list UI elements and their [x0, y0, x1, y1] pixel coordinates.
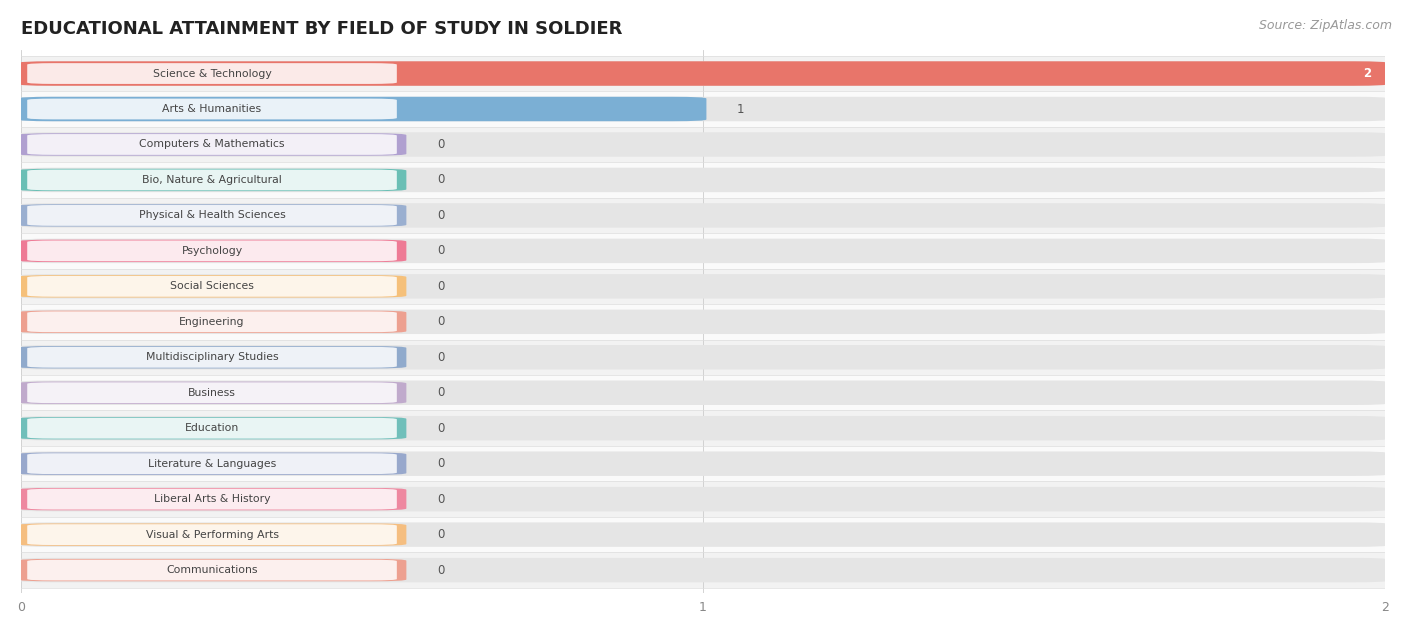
Text: 0: 0 [437, 244, 444, 257]
FancyBboxPatch shape [18, 452, 406, 475]
FancyBboxPatch shape [27, 312, 396, 332]
Text: Multidisciplinary Studies: Multidisciplinary Studies [146, 352, 278, 362]
FancyBboxPatch shape [18, 310, 1388, 334]
FancyBboxPatch shape [27, 453, 396, 474]
Bar [21, 481, 1385, 517]
Text: 0: 0 [437, 138, 444, 151]
FancyBboxPatch shape [27, 276, 396, 297]
FancyBboxPatch shape [18, 345, 1388, 370]
Text: Communications: Communications [166, 565, 257, 575]
Text: Education: Education [186, 423, 239, 433]
FancyBboxPatch shape [27, 205, 396, 226]
FancyBboxPatch shape [27, 560, 396, 581]
Text: Social Sciences: Social Sciences [170, 281, 254, 292]
FancyBboxPatch shape [27, 98, 396, 119]
Text: 0: 0 [437, 563, 444, 577]
FancyBboxPatch shape [18, 559, 406, 581]
Bar [21, 552, 1385, 588]
Text: Liberal Arts & History: Liberal Arts & History [153, 494, 270, 504]
Bar [21, 375, 1385, 411]
Bar [21, 91, 1385, 127]
FancyBboxPatch shape [18, 168, 1388, 192]
Text: 1: 1 [737, 102, 745, 115]
FancyBboxPatch shape [18, 203, 1388, 228]
FancyBboxPatch shape [18, 168, 406, 191]
FancyBboxPatch shape [18, 274, 1388, 298]
Bar [21, 339, 1385, 375]
Text: Psychology: Psychology [181, 246, 243, 256]
FancyBboxPatch shape [18, 522, 1388, 547]
Text: Arts & Humanities: Arts & Humanities [163, 104, 262, 114]
Text: Source: ZipAtlas.com: Source: ZipAtlas.com [1258, 19, 1392, 32]
Bar [21, 446, 1385, 481]
FancyBboxPatch shape [27, 240, 396, 261]
Text: Engineering: Engineering [180, 317, 245, 327]
Text: 0: 0 [437, 528, 444, 541]
FancyBboxPatch shape [27, 524, 396, 545]
Text: Literature & Languages: Literature & Languages [148, 459, 276, 469]
FancyBboxPatch shape [18, 417, 406, 439]
FancyBboxPatch shape [18, 62, 406, 85]
FancyBboxPatch shape [27, 134, 396, 155]
Text: Business: Business [188, 387, 236, 398]
FancyBboxPatch shape [18, 487, 1388, 511]
Text: 0: 0 [437, 422, 444, 435]
Bar [21, 269, 1385, 304]
FancyBboxPatch shape [18, 310, 406, 333]
Text: 0: 0 [437, 174, 444, 186]
Text: 2: 2 [1364, 67, 1371, 80]
FancyBboxPatch shape [27, 63, 396, 84]
FancyBboxPatch shape [27, 170, 396, 191]
Text: 0: 0 [437, 386, 444, 399]
Text: Physical & Health Sciences: Physical & Health Sciences [139, 210, 285, 220]
FancyBboxPatch shape [18, 97, 706, 121]
FancyBboxPatch shape [27, 418, 396, 439]
FancyBboxPatch shape [18, 524, 406, 546]
Text: 0: 0 [437, 209, 444, 222]
FancyBboxPatch shape [18, 61, 1388, 86]
FancyBboxPatch shape [18, 558, 1388, 582]
Text: EDUCATIONAL ATTAINMENT BY FIELD OF STUDY IN SOLDIER: EDUCATIONAL ATTAINMENT BY FIELD OF STUDY… [21, 20, 623, 38]
Text: 0: 0 [437, 316, 444, 328]
Text: 0: 0 [437, 493, 444, 505]
FancyBboxPatch shape [18, 488, 406, 510]
FancyBboxPatch shape [18, 133, 406, 156]
FancyBboxPatch shape [18, 380, 1388, 405]
Text: 0: 0 [437, 351, 444, 364]
FancyBboxPatch shape [18, 240, 406, 262]
Text: 0: 0 [437, 280, 444, 293]
FancyBboxPatch shape [18, 61, 1388, 86]
Bar [21, 127, 1385, 162]
FancyBboxPatch shape [18, 382, 406, 404]
FancyBboxPatch shape [18, 98, 406, 120]
FancyBboxPatch shape [18, 346, 406, 369]
FancyBboxPatch shape [27, 347, 396, 368]
Bar [21, 517, 1385, 552]
Bar [21, 162, 1385, 198]
Bar [21, 56, 1385, 91]
FancyBboxPatch shape [27, 382, 396, 403]
FancyBboxPatch shape [18, 416, 1388, 440]
Text: 0: 0 [437, 457, 444, 470]
FancyBboxPatch shape [18, 97, 1388, 121]
FancyBboxPatch shape [27, 489, 396, 510]
Text: Visual & Performing Arts: Visual & Performing Arts [146, 529, 278, 540]
Bar [21, 233, 1385, 269]
Text: Bio, Nature & Agricultural: Bio, Nature & Agricultural [142, 175, 281, 185]
FancyBboxPatch shape [18, 204, 406, 227]
Bar [21, 304, 1385, 339]
Bar [21, 411, 1385, 446]
FancyBboxPatch shape [18, 133, 1388, 156]
Text: Computers & Mathematics: Computers & Mathematics [139, 139, 285, 150]
FancyBboxPatch shape [18, 239, 1388, 263]
FancyBboxPatch shape [18, 275, 406, 297]
FancyBboxPatch shape [18, 451, 1388, 476]
Text: Science & Technology: Science & Technology [153, 69, 271, 78]
Bar [21, 198, 1385, 233]
